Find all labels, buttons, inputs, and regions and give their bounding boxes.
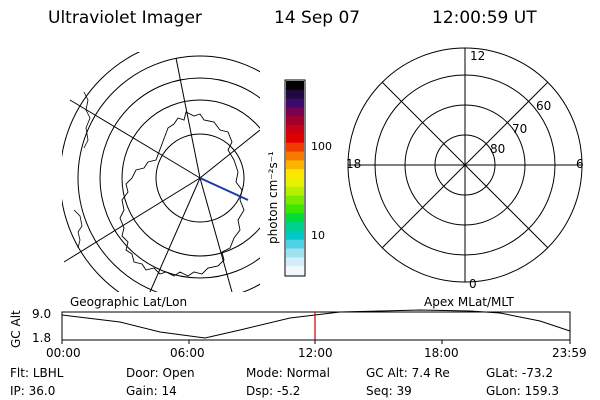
colorbar-band (286, 169, 304, 179)
status-gc-alt: GC Alt: 7.4 Re (366, 367, 450, 379)
colorbar-band (286, 98, 304, 109)
coastline (83, 91, 91, 149)
status-value: -73.2 (521, 366, 553, 380)
colorbar-band (286, 178, 304, 188)
left-panel-caption: Geographic Lat/Lon (70, 295, 188, 309)
lat-circle (77, 55, 260, 292)
colorbar (284, 79, 306, 277)
status-glat: GLat: -73.2 (486, 367, 553, 379)
colorbar-band (286, 125, 304, 135)
lat-circle (99, 77, 260, 279)
colorbar-band (286, 186, 304, 197)
mlt-label-6: 6 (576, 157, 584, 171)
colorbar-band (286, 257, 304, 267)
time-label: 12:00:59 UT (432, 8, 537, 28)
mlt-label-12: 12 (470, 49, 486, 63)
instrument-title: Ultraviolet Imager (48, 8, 202, 28)
status-label: Mode: (246, 366, 283, 380)
status-label: Seq: (366, 384, 393, 398)
colorbar-frame (284, 79, 306, 277)
noon-meridian (199, 177, 249, 201)
meridian-line (149, 177, 201, 292)
colorbar-tick-100: 100 (311, 140, 332, 153)
mlat-label-60: 60 (536, 99, 552, 113)
lat-circle (155, 133, 245, 223)
x-tick-label: 00:00 (46, 346, 81, 360)
colorbar-unit-label: photon cm⁻²s⁻¹ (266, 151, 280, 244)
colorbar-band (286, 239, 304, 250)
status-value: 7.4 Re (411, 366, 450, 380)
mlat-label-80: 80 (490, 142, 506, 156)
altitude-frame (61, 311, 571, 341)
coastline (73, 209, 83, 249)
status-value: -5.2 (276, 384, 301, 398)
colorbar-band (286, 266, 304, 276)
status-label: Flt: (10, 366, 29, 380)
colorbar-band (286, 89, 304, 100)
status-value: 159.3 (524, 384, 559, 398)
status-value: LBHL (32, 366, 64, 380)
status-gain: Gain: 14 (126, 385, 177, 397)
mlat-label-70: 70 (512, 122, 528, 136)
coastline (119, 111, 245, 277)
status-label: Door: (126, 366, 159, 380)
status-label: IP: (10, 384, 25, 398)
status-glon: GLon: 159.3 (486, 385, 559, 397)
colorbar-band (286, 107, 304, 117)
status-value: Open (162, 366, 195, 380)
colorbar-band (286, 230, 304, 241)
colorbar-band (286, 116, 304, 126)
x-tick-label: 23:59 (552, 346, 587, 360)
status-mode: Mode: Normal (246, 367, 330, 379)
colorbar-band (286, 248, 304, 258)
status-label: Gain: (126, 384, 158, 398)
status-label: Dsp: (246, 384, 274, 398)
meridian-line (69, 99, 201, 179)
colorbar-band (286, 151, 304, 161)
lat-circle (121, 99, 260, 257)
colorbar-band (286, 222, 304, 232)
polar-grid (347, 47, 583, 283)
status-value: 36.0 (28, 384, 56, 398)
x-tick-label: 12:00 (298, 346, 333, 360)
meridian-line (63, 177, 201, 263)
colorbar-band (286, 195, 304, 206)
status-label: GLat: (486, 366, 519, 380)
altitude-ymin: 1.8 (32, 331, 52, 345)
colorbar-band (286, 204, 304, 214)
geographic-map (62, 52, 260, 292)
status-label: GLon: (486, 384, 521, 398)
status-ip: IP: 36.0 (10, 385, 55, 397)
right-panel-caption: Apex MLat/MLT (424, 295, 514, 309)
altitude-ymax: 9.0 (32, 307, 52, 321)
colorbar-band (286, 81, 304, 91)
date-label: 14 Sep 07 (274, 8, 361, 28)
mlt-label-18: 18 (346, 157, 362, 171)
colorbar-band (286, 133, 304, 144)
altitude-curve (61, 309, 571, 339)
status-value: Normal (286, 366, 330, 380)
x-tick-label: 18:00 (424, 346, 459, 360)
colorbar-band (286, 213, 304, 223)
colorbar-band (286, 160, 304, 170)
meridian-line (175, 57, 201, 179)
meridian-line (199, 177, 233, 292)
status-flt: Flt: LBHL (10, 367, 63, 379)
status-value: 39 (396, 384, 412, 398)
status-door: Door: Open (126, 367, 195, 379)
status-seq: Seq: 39 (366, 385, 412, 397)
mlt-label-0: 0 (469, 277, 477, 291)
altitude-plot (61, 309, 571, 344)
mlt-diagonal (381, 81, 549, 249)
colorbar-tick-10: 10 (311, 229, 325, 242)
status-label: GC Alt: (366, 366, 408, 380)
x-tick-label: 06:00 (170, 346, 205, 360)
colorbar-band (286, 142, 304, 153)
status-value: 14 (161, 384, 177, 398)
altitude-ylabel: GC Alt (9, 310, 23, 348)
status-dsp: Dsp: -5.2 (246, 385, 300, 397)
